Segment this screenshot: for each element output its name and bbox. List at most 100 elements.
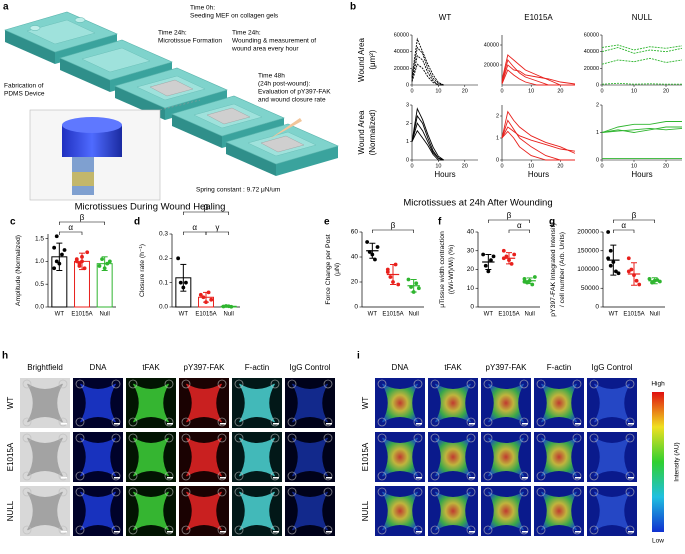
microtissue bbox=[80, 491, 116, 531]
x-tick-label: 0 bbox=[410, 163, 413, 169]
significance-label: β bbox=[204, 203, 209, 212]
column-title: E1015A bbox=[524, 13, 553, 22]
post bbox=[589, 487, 599, 497]
trace bbox=[411, 107, 444, 161]
post bbox=[466, 433, 476, 443]
x-tick-label: 20 bbox=[663, 88, 669, 94]
x-tick-label: 0 bbox=[500, 163, 503, 169]
x-tick-label: E1015A bbox=[71, 312, 92, 318]
row-label: WT bbox=[6, 397, 15, 410]
data-point bbox=[105, 261, 110, 266]
post bbox=[75, 433, 85, 443]
post bbox=[58, 471, 68, 481]
data-point bbox=[181, 285, 186, 290]
trace bbox=[411, 63, 444, 86]
significance-label: β bbox=[80, 213, 85, 222]
post bbox=[483, 433, 493, 443]
step-text: Time 48h bbox=[258, 73, 285, 80]
post bbox=[75, 487, 85, 497]
post bbox=[270, 417, 280, 427]
y-tick-label: 0.3 bbox=[159, 231, 168, 238]
post bbox=[111, 379, 121, 389]
data-point bbox=[204, 300, 208, 305]
scale-bar bbox=[220, 423, 226, 425]
column-title: tFAK bbox=[444, 363, 462, 372]
post bbox=[483, 525, 493, 535]
x-tick-label: WT bbox=[179, 312, 189, 318]
post bbox=[287, 379, 297, 389]
scale-bar bbox=[220, 531, 226, 533]
post bbox=[519, 417, 529, 427]
column-title: DNA bbox=[90, 363, 108, 372]
x-axis-label: Hours bbox=[631, 170, 652, 179]
post bbox=[430, 525, 440, 535]
data-point bbox=[198, 292, 203, 297]
post bbox=[111, 471, 121, 481]
post bbox=[589, 417, 599, 427]
significance-label: α bbox=[68, 223, 73, 232]
inset-connector bbox=[159, 99, 201, 111]
x-tick-label: 10 bbox=[631, 163, 637, 169]
trace bbox=[501, 126, 576, 152]
post bbox=[413, 525, 423, 535]
data-point bbox=[611, 260, 616, 264]
data-point bbox=[178, 280, 183, 285]
y-axis-label: Force Change per Post bbox=[325, 234, 332, 304]
significance-label: β bbox=[391, 221, 396, 230]
post bbox=[234, 487, 244, 497]
post bbox=[270, 471, 280, 481]
post bbox=[128, 471, 138, 481]
post bbox=[217, 487, 227, 497]
post bbox=[22, 433, 32, 443]
panel-letter: g bbox=[549, 217, 555, 228]
trace bbox=[411, 37, 444, 86]
post bbox=[22, 525, 32, 535]
scale-bar bbox=[167, 477, 173, 479]
y-tick-label: 10 bbox=[467, 285, 475, 292]
data-point bbox=[634, 278, 639, 283]
data-point bbox=[52, 245, 57, 250]
post bbox=[625, 379, 635, 389]
data-point bbox=[385, 270, 390, 274]
scale-bar bbox=[628, 477, 634, 479]
post bbox=[29, 25, 41, 31]
post bbox=[323, 417, 333, 427]
step-text: Seeding MEF on collagen gels bbox=[190, 13, 279, 20]
row-label: E1015A bbox=[6, 442, 15, 471]
trace bbox=[501, 64, 576, 85]
post bbox=[483, 417, 493, 427]
post bbox=[58, 433, 68, 443]
y-axis-label: pY397-FAK Integrated Intensity bbox=[550, 222, 557, 317]
data-point bbox=[481, 252, 486, 257]
x-tick-label: Null bbox=[524, 312, 534, 318]
x-tick-label: 20 bbox=[557, 88, 563, 94]
y-tick-label: 0 bbox=[596, 157, 599, 163]
post bbox=[625, 525, 635, 535]
trace bbox=[601, 126, 682, 133]
significance-bracket bbox=[613, 229, 635, 233]
post bbox=[536, 379, 546, 389]
data-point bbox=[74, 257, 79, 261]
trace bbox=[411, 54, 444, 86]
y-tick-label: 0 bbox=[496, 157, 499, 163]
y-tick-label: 0 bbox=[470, 304, 474, 311]
y-tick-label: 40 bbox=[351, 254, 359, 261]
trace bbox=[601, 47, 683, 54]
x-axis-label: Hours bbox=[434, 170, 455, 179]
significance-label: α bbox=[621, 221, 626, 230]
microtissue bbox=[133, 491, 169, 531]
scale-bar bbox=[220, 477, 226, 479]
post bbox=[536, 525, 546, 535]
microtissue bbox=[27, 383, 63, 423]
scale-bar bbox=[416, 531, 422, 533]
trace bbox=[501, 59, 575, 86]
x-tick-label: WT bbox=[609, 312, 619, 318]
panel-letter: a bbox=[3, 2, 9, 13]
x-tick-label: 0 bbox=[600, 88, 603, 94]
data-point bbox=[532, 275, 537, 279]
data-point bbox=[107, 259, 112, 264]
column-title: WT bbox=[439, 13, 452, 22]
y-tick-label: 0 bbox=[595, 304, 599, 311]
data-point bbox=[100, 257, 104, 261]
significance-label: α bbox=[192, 223, 197, 232]
